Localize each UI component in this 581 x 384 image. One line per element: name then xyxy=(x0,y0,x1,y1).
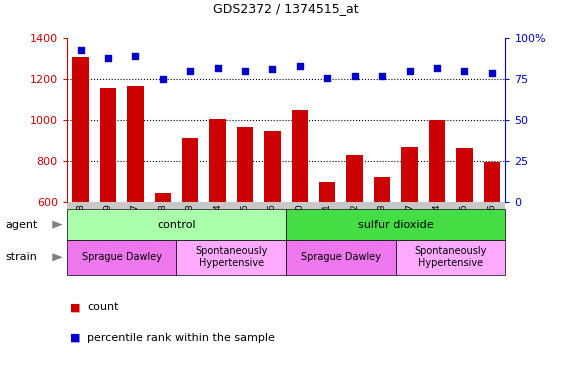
Bar xyxy=(319,182,335,324)
Text: Sprague Dawley: Sprague Dawley xyxy=(301,252,381,262)
Text: strain: strain xyxy=(6,252,38,262)
Point xyxy=(268,66,277,73)
Text: count: count xyxy=(87,302,119,312)
Bar xyxy=(155,194,171,324)
Text: ■: ■ xyxy=(70,302,80,312)
Bar xyxy=(209,119,226,324)
Bar xyxy=(264,131,281,324)
Text: ■: ■ xyxy=(70,333,80,343)
Text: Sprague Dawley: Sprague Dawley xyxy=(82,252,162,262)
Bar xyxy=(374,177,390,324)
Bar xyxy=(429,120,445,324)
Point xyxy=(185,68,195,74)
Point xyxy=(158,76,167,82)
Bar xyxy=(72,57,89,324)
Bar xyxy=(483,162,500,324)
Bar xyxy=(127,86,144,324)
Bar xyxy=(182,138,198,324)
Point xyxy=(241,68,250,74)
Point xyxy=(131,53,140,60)
Bar xyxy=(456,147,472,324)
Point xyxy=(378,73,387,79)
Point xyxy=(213,65,223,71)
Point xyxy=(322,74,332,81)
Point xyxy=(295,63,304,69)
Point xyxy=(460,68,469,74)
Text: sulfur dioxide: sulfur dioxide xyxy=(358,220,433,230)
Bar xyxy=(401,147,418,324)
Text: Spontaneously
Hypertensive: Spontaneously Hypertensive xyxy=(195,247,267,268)
Bar xyxy=(346,155,363,324)
Text: percentile rank within the sample: percentile rank within the sample xyxy=(87,333,275,343)
Text: GDS2372 / 1374515_at: GDS2372 / 1374515_at xyxy=(213,2,359,15)
Point xyxy=(487,70,496,76)
Point xyxy=(405,68,414,74)
Text: Spontaneously
Hypertensive: Spontaneously Hypertensive xyxy=(414,247,487,268)
Point xyxy=(76,47,85,53)
Text: control: control xyxy=(157,220,196,230)
Bar xyxy=(237,127,253,324)
Bar xyxy=(100,88,116,324)
Bar xyxy=(292,110,308,324)
Point xyxy=(350,73,359,79)
Point xyxy=(103,55,113,61)
Point xyxy=(432,65,442,71)
Text: agent: agent xyxy=(6,220,38,230)
